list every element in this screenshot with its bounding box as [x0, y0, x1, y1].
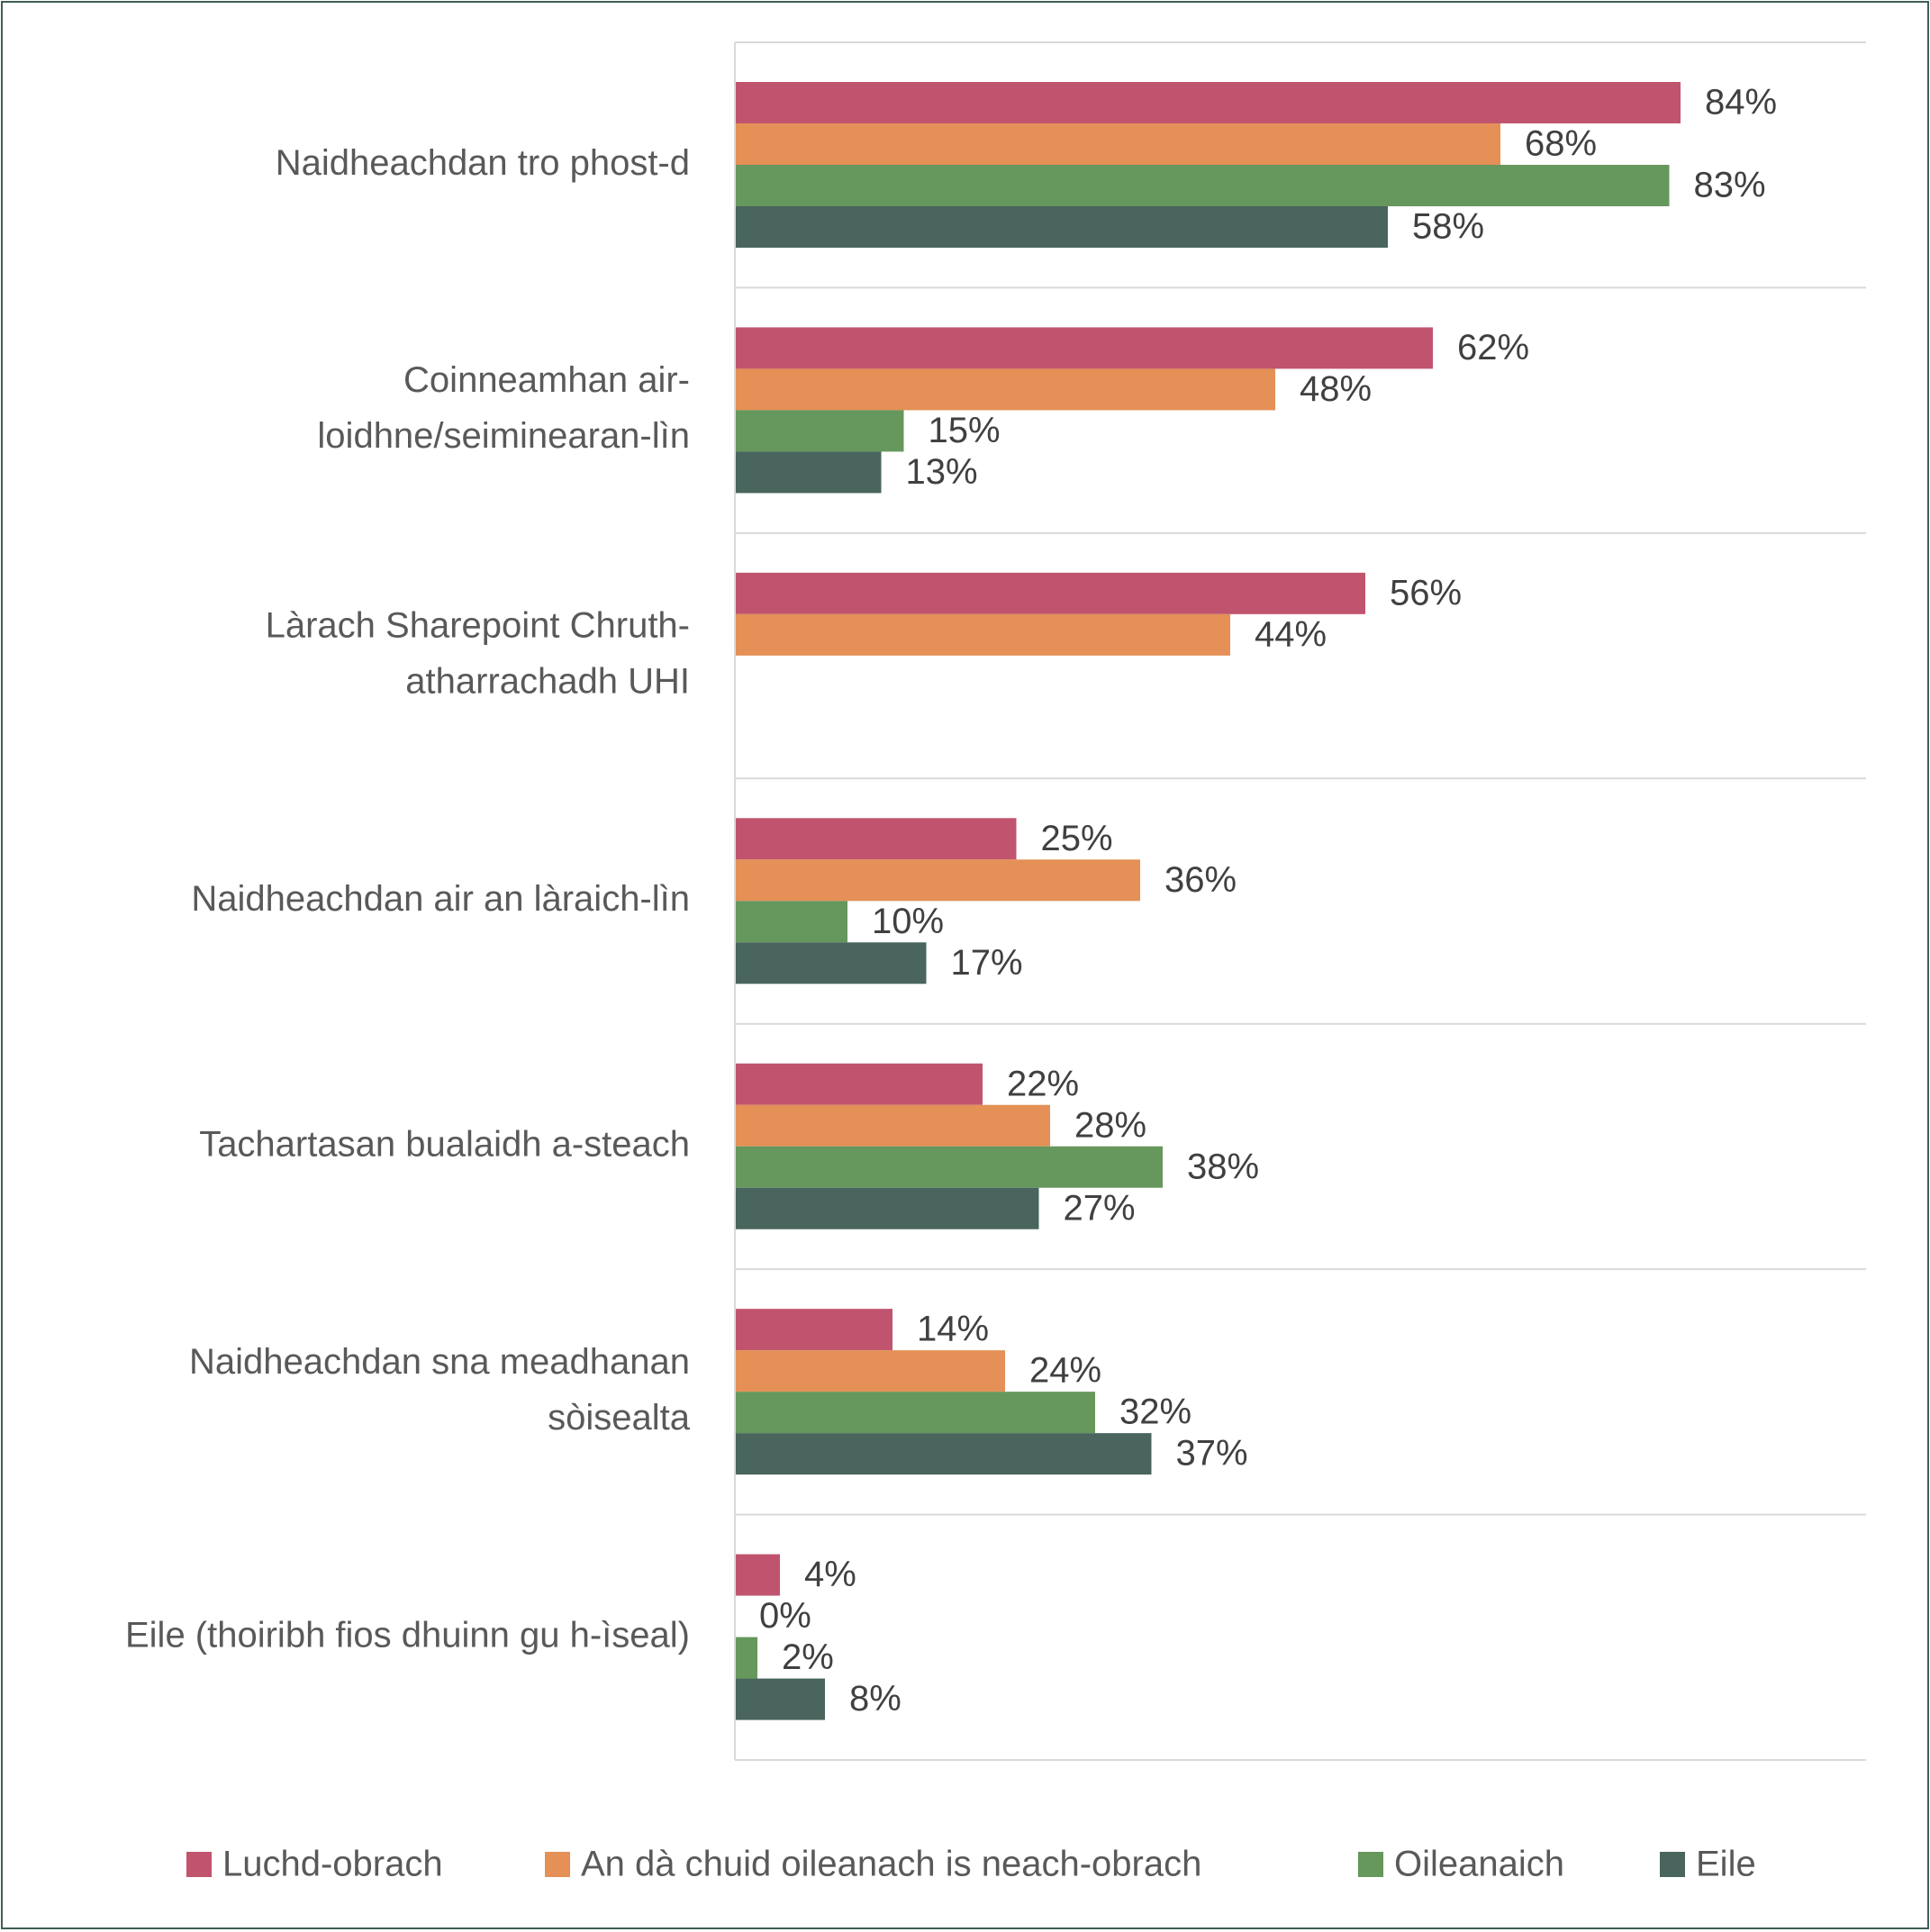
data-label: 27%	[1064, 1188, 1136, 1228]
data-label: 14%	[917, 1310, 989, 1349]
bar-an-da-chuid-oileanach-is-neach-obrach	[735, 1104, 1050, 1147]
category-label: Làrach Sharepoint Chruth-	[266, 606, 690, 646]
bar-luchd-obrach	[735, 82, 1681, 123]
data-label: 15%	[929, 411, 1001, 450]
bar-eile	[735, 206, 1388, 248]
category-label: Tachartasan bualaidh a-steach	[199, 1124, 690, 1164]
category-labels: Naidheachdan tro phost-d Coinneamhan air-…	[125, 143, 691, 1655]
bar-eile	[735, 1433, 1152, 1475]
bar-eile	[735, 1678, 825, 1720]
legend-label: Eile	[1696, 1845, 1756, 1884]
data-label: 10%	[872, 902, 944, 941]
category-label: Coinneamhan air-	[403, 360, 690, 400]
category-label: Naidheachdan air an làraich-lìn	[191, 879, 690, 919]
bar-oileanaich	[735, 1392, 1095, 1434]
category-label: atharrachadh UHI	[405, 662, 690, 702]
legend-label: Oileanaich	[1394, 1845, 1564, 1884]
bar-eile	[735, 942, 927, 984]
bar-an-da-chuid-oileanach-is-neach-obrach	[735, 613, 1230, 656]
data-label: 62%	[1457, 328, 1529, 367]
bar-an-da-chuid-oileanach-is-neach-obrach	[735, 368, 1275, 411]
bar-luchd-obrach	[735, 1309, 893, 1351]
category-label: Naidheachdan tro phost-d	[276, 143, 690, 183]
data-label: 2%	[782, 1637, 834, 1677]
bar-oileanaich	[735, 1146, 1163, 1188]
data-label: 56%	[1390, 573, 1462, 612]
bar-oileanaich	[735, 410, 904, 452]
data-label: 13%	[906, 452, 978, 492]
category-gridlines	[735, 41, 1866, 1761]
bar-marks	[735, 82, 1681, 1720]
data-label: 22%	[1007, 1064, 1079, 1103]
data-label: 17%	[951, 943, 1023, 983]
data-label: 44%	[1255, 614, 1327, 654]
data-label: 84%	[1705, 83, 1777, 122]
data-label: 28%	[1074, 1105, 1146, 1145]
data-label: 38%	[1187, 1147, 1259, 1186]
bar-luchd-obrach	[735, 818, 1017, 860]
data-label: 32%	[1119, 1392, 1192, 1432]
legend-label: An dà chuid oileanach is neach-obrach	[581, 1845, 1201, 1884]
data-label: 36%	[1164, 860, 1237, 900]
bar-an-da-chuid-oileanach-is-neach-obrach	[735, 123, 1500, 165]
bar-eile	[735, 1187, 1039, 1229]
data-label: 4%	[804, 1555, 856, 1594]
category-label: Eile (thoiribh fios dhuinn gu h-ìseal)	[125, 1615, 690, 1655]
bar-eile	[735, 451, 882, 494]
bar-luchd-obrach	[735, 1063, 983, 1105]
bar-an-da-chuid-oileanach-is-neach-obrach	[735, 859, 1140, 902]
category-label: loidhne/seiminearan-lìn	[317, 416, 690, 456]
bar-luchd-obrach	[735, 327, 1433, 369]
data-label: 58%	[1412, 207, 1484, 247]
legend: Luchd-obrach An dà chuid oileanach is nea…	[186, 1845, 1756, 1884]
data-labels: 84%68%83%58%62%48%15%13%56%44%25%36%10%1…	[759, 83, 1777, 1719]
data-label: 25%	[1041, 819, 1113, 858]
bar-chart: 84%68%83%58%62%48%15%13%56%44%25%36%10%1…	[125, 41, 1866, 1884]
legend-swatch	[1358, 1852, 1383, 1877]
category-label: sòisealta	[548, 1398, 691, 1438]
data-label: 68%	[1525, 124, 1597, 164]
bar-oileanaich	[735, 901, 847, 943]
legend-swatch	[186, 1852, 212, 1877]
bar-luchd-obrach	[735, 572, 1365, 614]
legend-label: Luchd-obrach	[222, 1845, 443, 1884]
bar-an-da-chuid-oileanach-is-neach-obrach	[735, 1350, 1005, 1392]
data-label: 37%	[1176, 1434, 1248, 1474]
bar-oileanaich	[735, 1637, 757, 1679]
data-label: 8%	[849, 1679, 902, 1719]
bar-luchd-obrach	[735, 1554, 780, 1596]
legend-swatch	[545, 1852, 570, 1877]
data-label: 48%	[1300, 369, 1372, 409]
bar-oileanaich	[735, 165, 1670, 206]
data-label: 0%	[759, 1596, 811, 1636]
data-label: 24%	[1029, 1351, 1101, 1391]
legend-swatch	[1660, 1852, 1685, 1877]
category-label: Naidheachdan sna meadhanan	[189, 1342, 690, 1382]
data-label: 83%	[1694, 166, 1766, 205]
